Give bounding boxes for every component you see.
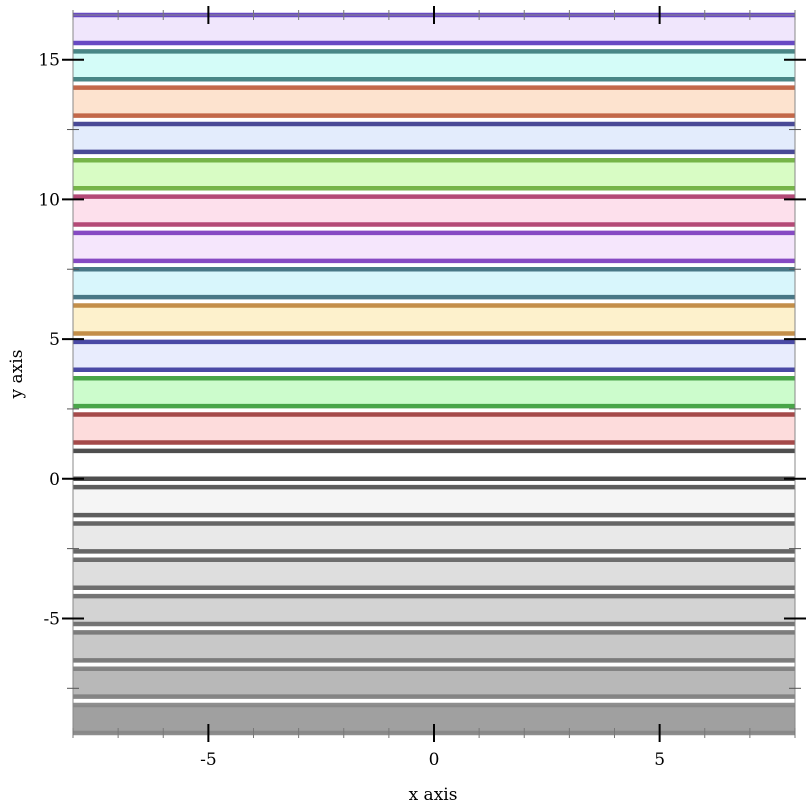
band-fill	[73, 668, 795, 697]
band-11	[73, 303, 795, 336]
x-tick-label: 5	[654, 750, 665, 770]
band-fill	[73, 378, 795, 407]
band-6	[73, 484, 795, 518]
band-16	[73, 121, 795, 155]
band-fill	[73, 232, 795, 261]
band-2	[73, 630, 795, 663]
band-fill	[73, 305, 795, 334]
band-18	[73, 49, 795, 82]
band-fill	[73, 596, 795, 625]
x-axis-label: x axis	[409, 785, 458, 805]
band-3	[73, 593, 795, 627]
band-fill	[73, 87, 795, 116]
band-fill	[73, 632, 795, 661]
band-fill	[73, 196, 795, 225]
y-tick-label: 0	[49, 470, 60, 490]
band-fill	[73, 160, 795, 189]
interval-bands	[73, 12, 795, 736]
band-fill	[73, 123, 795, 152]
band-4	[73, 557, 795, 590]
band-7	[73, 448, 795, 482]
band-fill	[73, 523, 795, 552]
band-8	[73, 412, 795, 445]
band-fill	[73, 487, 795, 516]
y-axis-label: y axis	[7, 350, 27, 400]
band-5	[73, 521, 795, 554]
band-14	[73, 194, 795, 227]
band-fill	[73, 559, 795, 588]
y-tick-label: -5	[43, 609, 60, 629]
band-17	[73, 85, 795, 118]
y-tick-label: 5	[49, 330, 60, 350]
band-fill	[73, 414, 795, 443]
band-13	[73, 230, 795, 264]
band-fill	[73, 269, 795, 298]
x-tick-label: -5	[200, 750, 217, 770]
band-1	[73, 666, 795, 699]
x-tick-label: 0	[429, 750, 440, 770]
band-15	[73, 158, 795, 191]
y-tick-label: 15	[38, 51, 60, 71]
band-fill	[73, 341, 795, 370]
band-fill	[73, 51, 795, 80]
band-12	[73, 266, 795, 300]
axes: -5 0 5 -5 0 5 10 15	[38, 6, 806, 770]
band-9	[73, 375, 795, 409]
band-fill	[73, 450, 795, 479]
y-tick-label: 10	[38, 190, 60, 210]
band-10	[73, 339, 795, 373]
